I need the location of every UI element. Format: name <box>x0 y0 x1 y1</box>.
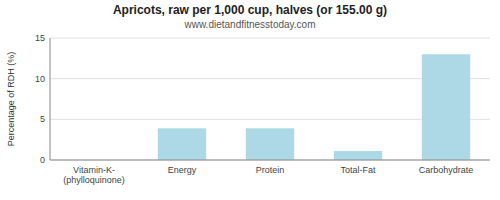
grid-line <box>50 38 490 39</box>
x-tick-label-line: Vitamin-K- <box>73 165 115 175</box>
bar <box>422 54 470 160</box>
x-axis-line <box>50 160 490 161</box>
x-tick-label: Carbohydrate <box>419 165 474 175</box>
x-tick-label: Total-Fat <box>340 165 376 175</box>
bar <box>334 151 382 160</box>
title: Apricots, raw per 1,000 cup, halves (or … <box>113 3 387 17</box>
bar <box>246 128 294 160</box>
y-tick-label: 0 <box>40 155 45 165</box>
x-tick-label: Vitamin-K-(phylloquinone) <box>63 165 125 185</box>
grid-line <box>50 160 490 161</box>
x-tick-label-line: (phylloquinone) <box>63 175 125 185</box>
chart: Apricots, raw per 1,000 cup, halves (or … <box>0 0 500 200</box>
x-tick-label: Energy <box>168 165 197 175</box>
y-tick-label: 15 <box>35 33 45 43</box>
grid <box>50 38 490 160</box>
subtitle: www.dietandfitnesstoday.com <box>184 19 316 30</box>
y-tick-label: 5 <box>40 114 45 124</box>
y-axis-line <box>50 38 51 160</box>
bar <box>158 128 206 160</box>
y-axis-label: Percentage of RDH (%) <box>6 52 16 147</box>
bars <box>158 54 470 160</box>
y-tick-label: 10 <box>35 74 45 84</box>
x-tick-label: Protein <box>256 165 285 175</box>
